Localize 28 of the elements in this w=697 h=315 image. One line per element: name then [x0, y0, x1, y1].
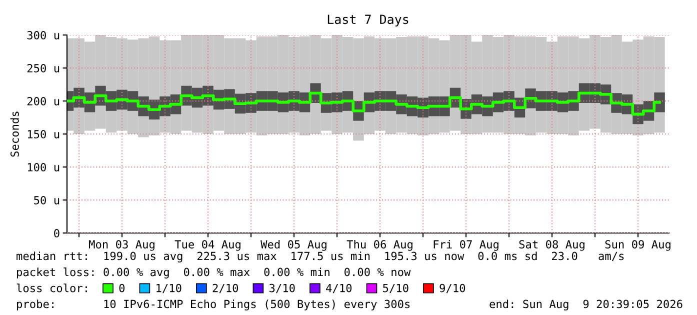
- text: median rtt: 199.0 us avg 225.3 us max 177.5 us min 195.3 us now 0.0 ms sd 23.0 am/s: [16, 252, 624, 262]
- y-tick-label: 0: [54, 229, 60, 238]
- text: end: Sun Aug 9 20:39:05 2026: [490, 300, 682, 310]
- legend-label: 1/10: [156, 284, 182, 294]
- y-axis-title: Seconds: [10, 112, 19, 157]
- legend-label: 3/10: [270, 284, 295, 294]
- x-tick-label: Wed 05 Aug: [260, 240, 326, 251]
- x-tick-label: Sun 09 Aug: [605, 240, 670, 251]
- y-tick-label: 300 u: [27, 31, 60, 40]
- legend-label: 5/10: [383, 284, 408, 294]
- y-tick-label: 50 u: [34, 196, 60, 204]
- y-tick-label: 100 u: [28, 163, 60, 172]
- x-tick-label: Fri 07 Aug: [434, 240, 498, 251]
- legend-title: loss color:: [16, 284, 87, 292]
- y-tick-label: 250 u: [27, 64, 60, 72]
- y-tick-label: 200 u: [27, 97, 60, 106]
- chart-title: Last 7 Days: [328, 14, 408, 26]
- legend-label: 2/10: [212, 284, 238, 294]
- y-tick-label: 150 u: [28, 130, 60, 138]
- legend-label: 4/10: [326, 284, 352, 294]
- x-tick-label: Sat 08 Aug: [519, 240, 584, 251]
- text: packet loss: 0.00 % avg 0.00 % max 0.00 % min 0.00 % now: [17, 268, 411, 278]
- text: probe: 10 IPv6-ICMP Echo Pings (500 Bytes) every 300s: [17, 300, 410, 310]
- legend-label: 9/10: [440, 284, 466, 294]
- x-tick-label: Thu 06 Aug: [346, 240, 412, 251]
- x-tick-label: Tue 04 Aug: [174, 240, 240, 251]
- x-tick-label: Mon 03 Aug: [89, 240, 154, 251]
- legend-label: 0: [119, 284, 125, 292]
